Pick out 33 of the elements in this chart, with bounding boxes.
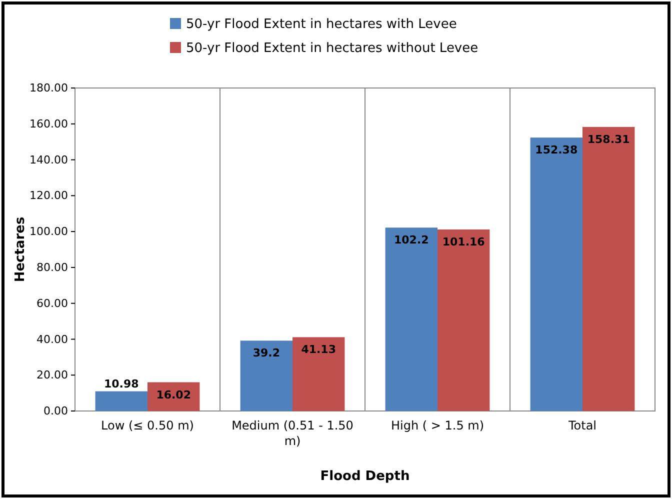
data-label: 10.98 (104, 377, 139, 390)
bar (438, 229, 490, 411)
bar (95, 391, 148, 411)
bar (530, 138, 582, 411)
bar (292, 337, 345, 411)
y-tick-label: 80.00 (36, 260, 68, 274)
y-tick-label: 100.00 (30, 225, 68, 238)
data-label: 102.2 (394, 234, 429, 247)
x-tick-label: Medium (0.51 - 1.50 m) (232, 418, 354, 448)
x-axis-title: Flood Depth (320, 469, 410, 484)
data-label: 41.13 (301, 343, 336, 356)
data-label: 101.16 (442, 235, 486, 248)
y-tick-label: 180.00 (30, 82, 68, 95)
x-tick-label: High ( > 1.5 m) (390, 418, 484, 433)
x-tick-label: Total (567, 418, 597, 433)
y-axis-title: Hectares (13, 216, 28, 282)
y-tick-label: 60.00 (36, 296, 68, 310)
data-label: 152.38 (535, 144, 578, 157)
bar (385, 228, 438, 411)
legend-label: 50-yr Flood Extent in hectares with Levee (186, 17, 457, 32)
data-label: 39.2 (252, 346, 280, 360)
y-tick-label: 20.00 (36, 368, 68, 382)
y-tick-label: 140.00 (30, 153, 68, 166)
y-tick-label: 0.00 (44, 404, 68, 418)
y-tick-label: 40.00 (36, 332, 68, 346)
y-tick-label: 160.00 (30, 117, 68, 130)
bar (240, 340, 292, 411)
x-tick-label: Low (≤ 0.50 m) (101, 418, 194, 433)
data-label: 16.02 (156, 388, 191, 402)
y-tick-label: 120.00 (30, 189, 68, 202)
legend-label: 50-yr Flood Extent in hectares without Levee (186, 41, 478, 56)
data-label: 158.31 (587, 132, 630, 146)
bar (582, 126, 635, 411)
